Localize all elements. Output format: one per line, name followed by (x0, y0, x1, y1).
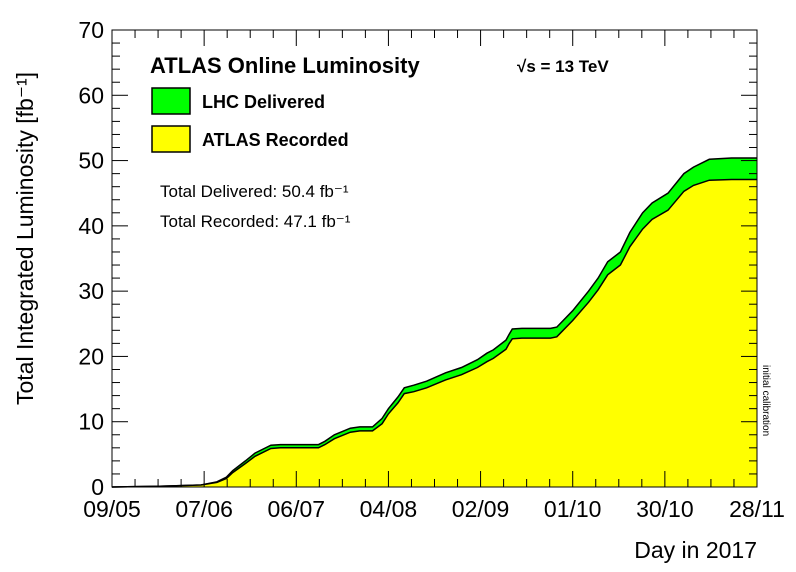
y-tick-label: 50 (78, 148, 104, 174)
x-tick-label: 30/10 (636, 496, 694, 522)
series-layer (111, 157, 757, 488)
x-tick-label: 02/09 (452, 496, 510, 522)
x-tick-label: 04/08 (360, 496, 418, 522)
calibration-note: initial calibration (760, 365, 771, 436)
y-tick-label: 0 (91, 474, 104, 500)
total-recorded-text: Total Recorded: 47.1 fb⁻¹ (160, 212, 351, 231)
energy-label: √s = 13 TeV (517, 57, 609, 76)
x-tick-label: 09/05 (83, 496, 141, 522)
y-tick-label: 20 (78, 343, 104, 369)
x-tick-label: 28/11 (729, 496, 785, 522)
x-tick-label: 07/06 (175, 496, 233, 522)
y-tick-label: 40 (78, 213, 104, 239)
y-tick-label: 30 (78, 278, 104, 304)
series-outline-1 (111, 178, 757, 488)
y-tick-label: 10 (78, 409, 104, 435)
y-axis-title: Total Integrated Luminosity [fb⁻¹] (12, 72, 38, 405)
legend-label-1: ATLAS Recorded (202, 130, 349, 150)
total-delivered-text: Total Delivered: 50.4 fb⁻¹ (160, 182, 349, 201)
legend-swatch-0 (151, 87, 191, 115)
x-tick-label: 01/10 (544, 496, 602, 522)
x-tick-label: 06/07 (268, 496, 326, 522)
legend: LHC Delivered ATLAS Recorded (151, 87, 349, 153)
y-tick-label: 60 (78, 82, 104, 108)
y-tick-label: 70 (78, 17, 104, 43)
legend-label-0: LHC Delivered (202, 92, 325, 112)
legend-swatch-1 (151, 125, 191, 153)
x-axis-title: Day in 2017 (634, 537, 757, 563)
series-outline-0 (111, 157, 757, 488)
series-area-1 (112, 179, 757, 487)
axes-layer: 0 10 20 30 40 50 60 70 09/05 07/06 06/07 04/08 02/09… (78, 17, 785, 522)
chart-title: ATLAS Online Luminosity (150, 53, 420, 78)
